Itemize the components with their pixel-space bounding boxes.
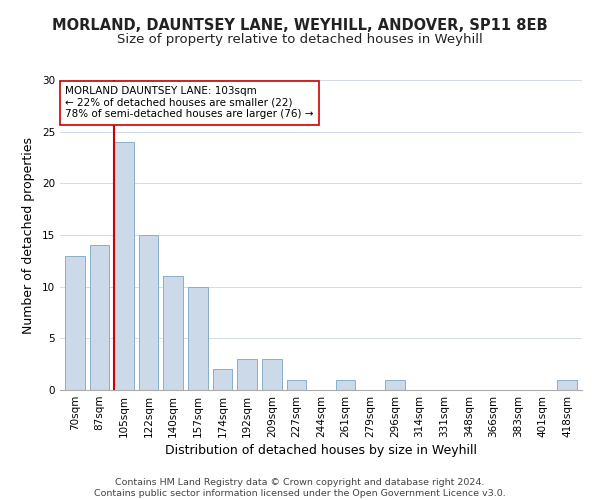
Bar [188, 286, 208, 390]
Bar [336, 380, 355, 390]
Text: MORLAND, DAUNTSEY LANE, WEYHILL, ANDOVER, SP11 8EB: MORLAND, DAUNTSEY LANE, WEYHILL, ANDOVER… [52, 18, 548, 32]
Bar [287, 380, 306, 390]
Bar [237, 359, 257, 390]
Y-axis label: Number of detached properties: Number of detached properties [22, 136, 35, 334]
Text: Size of property relative to detached houses in Weyhill: Size of property relative to detached ho… [117, 32, 483, 46]
X-axis label: Distribution of detached houses by size in Weyhill: Distribution of detached houses by size … [165, 444, 477, 457]
Bar [163, 276, 183, 390]
Bar [65, 256, 85, 390]
Bar [557, 380, 577, 390]
Bar [212, 370, 232, 390]
Bar [385, 380, 405, 390]
Bar [139, 235, 158, 390]
Text: MORLAND DAUNTSEY LANE: 103sqm
← 22% of detached houses are smaller (22)
78% of s: MORLAND DAUNTSEY LANE: 103sqm ← 22% of d… [65, 86, 314, 120]
Bar [89, 246, 109, 390]
Bar [114, 142, 134, 390]
Bar [262, 359, 281, 390]
Text: Contains HM Land Registry data © Crown copyright and database right 2024.
Contai: Contains HM Land Registry data © Crown c… [94, 478, 506, 498]
